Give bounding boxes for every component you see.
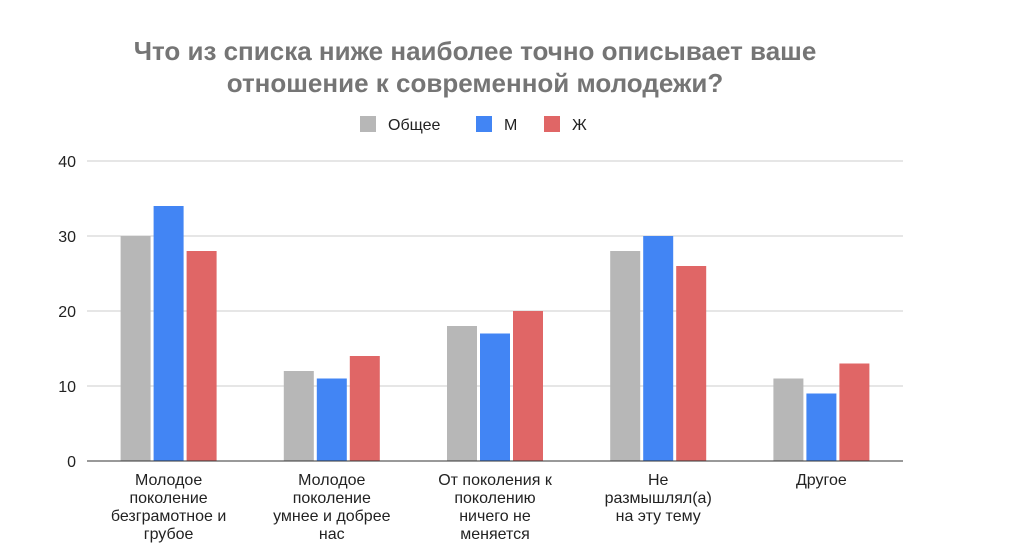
bar <box>186 251 217 461</box>
y-tick-label: 30 <box>58 229 76 246</box>
x-category-label: грубое <box>144 526 194 543</box>
legend-swatch <box>476 116 492 132</box>
bar <box>513 311 543 461</box>
bar <box>839 363 870 461</box>
chart-title: Что из списка ниже наиболее точно описыв… <box>134 36 817 66</box>
legend-swatch <box>544 116 560 132</box>
x-category-label: Другое <box>796 472 847 489</box>
y-tick-label: 0 <box>67 454 76 471</box>
x-category-label: безграмотное и <box>111 508 226 525</box>
x-category-label: поколение <box>293 490 371 507</box>
x-category-label: поколение <box>129 490 207 507</box>
x-category-label: умнее и добрее <box>273 508 390 525</box>
x-category-label: меняется <box>460 526 530 543</box>
chart-title: отношение к современной молодежи? <box>227 68 724 98</box>
legend-label[interactable]: М <box>504 117 517 134</box>
legend-label[interactable]: Общее <box>388 117 440 134</box>
bar <box>349 356 380 461</box>
legend-swatch <box>360 116 376 132</box>
x-category-label: Не <box>648 472 669 489</box>
x-category-label: Молодое <box>298 472 365 489</box>
bar <box>120 236 151 461</box>
bar <box>480 333 510 461</box>
y-tick-label: 20 <box>58 304 76 321</box>
x-category-label: От поколения к <box>438 472 553 489</box>
x-category-label: ничего не <box>459 508 531 525</box>
bar <box>806 393 837 461</box>
legend-label[interactable]: Ж <box>572 117 587 134</box>
y-tick-label: 10 <box>58 379 76 396</box>
bar <box>773 378 804 461</box>
x-category-label: размышлял(а) <box>605 490 712 507</box>
x-category-label: нас <box>319 526 345 543</box>
bar <box>447 326 477 461</box>
x-category-label: на эту тему <box>616 508 701 525</box>
bar <box>610 251 641 461</box>
bar <box>316 378 347 461</box>
y-tick-label: 40 <box>58 154 76 171</box>
bar <box>153 206 184 461</box>
x-category-label: поколению <box>454 490 535 507</box>
bar <box>643 236 674 461</box>
bar <box>676 266 707 461</box>
bar <box>283 371 314 461</box>
x-category-label: Молодое <box>135 472 202 489</box>
